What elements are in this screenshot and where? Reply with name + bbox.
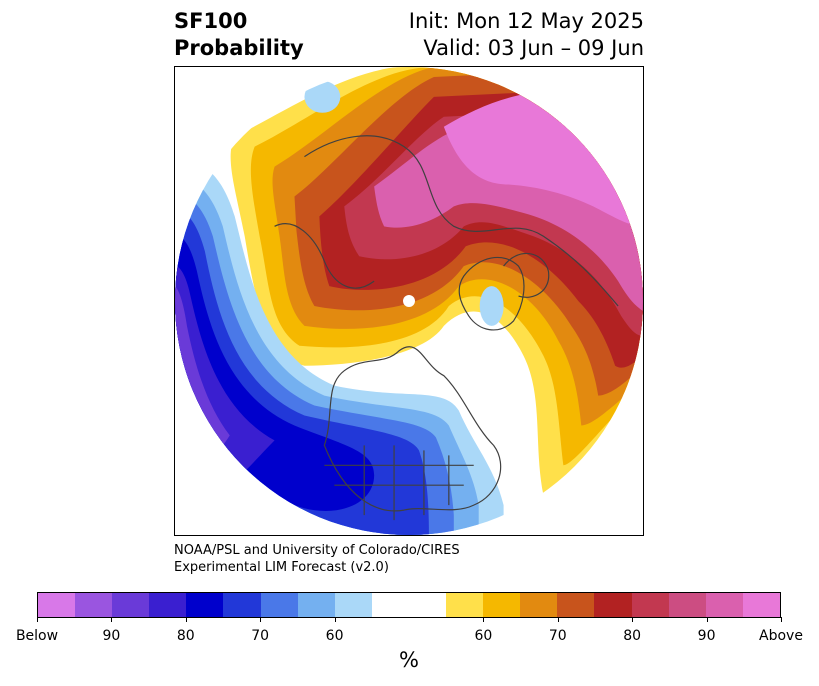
colorbar-tick-label: 90 [102, 628, 121, 644]
coast-europe [503, 252, 550, 298]
colorbar-segment [186, 593, 224, 617]
colorbar-tick-mark [111, 617, 113, 622]
colorbar-tick-mark [334, 617, 336, 622]
coastlines [274, 135, 619, 521]
colorbar-tick-mark [781, 617, 782, 622]
colorbar-tick-label: 80 [623, 628, 642, 644]
title-line-2: Probability [174, 36, 304, 60]
colorbar-segment [334, 593, 372, 617]
colorbar-segment [742, 593, 780, 617]
us-state-lines [324, 445, 474, 521]
colorbar-tick-label: 80 [176, 628, 195, 644]
colorbar-segment [112, 593, 150, 617]
probability-map [175, 67, 643, 535]
title-line-1: SF100 [174, 9, 248, 33]
colorbar-segment [149, 593, 187, 617]
colorbar-unit: % [399, 648, 419, 672]
colorbar [37, 592, 781, 618]
colorbar-tick-mark [706, 617, 708, 622]
colorbar-tick-label: 60 [474, 628, 493, 644]
credit-line-2: Experimental LIM Forecast (v2.0) [174, 560, 389, 575]
colorbar-tick-mark [260, 617, 262, 622]
colorbar-tick-label: Above [759, 628, 803, 644]
colorbar-segment [483, 593, 521, 617]
colorbar-segment [297, 593, 335, 617]
init-date: Init: Mon 12 May 2025 [408, 9, 644, 33]
colorbar-segment [705, 593, 743, 617]
colorbar-segment [408, 593, 447, 617]
coast-asia-north [274, 223, 375, 289]
credit: NOAA/PSL and University of Colorado/CIRE… [174, 542, 460, 576]
colorbar-segment [557, 593, 595, 617]
valid-date: Valid: 03 Jun – 09 Jun [423, 36, 644, 60]
polar-map [174, 66, 644, 536]
colorbar-segment [520, 593, 558, 617]
colorbar-tick-label: 90 [697, 628, 716, 644]
colorbar-segment [594, 593, 632, 617]
credit-line-1: NOAA/PSL and University of Colorado/CIRE… [174, 543, 460, 558]
colorbar-tick-mark [557, 617, 559, 622]
colorbar-tick-label: 60 [325, 628, 344, 644]
coast-greenland [458, 257, 525, 331]
colorbar-segment [668, 593, 706, 617]
colorbar-tick-label: 70 [548, 628, 567, 644]
colorbar-tick-mark [185, 617, 187, 622]
colorbar-tick-label: Below [15, 628, 59, 644]
colorbar-tick-mark [37, 617, 38, 622]
below-patch-north [304, 80, 341, 113]
colorbar-tick-label: 70 [251, 628, 270, 644]
colorbar-segment [371, 593, 409, 617]
forecast-dates: Init: Mon 12 May 2025 Valid: 03 Jun – 09… [409, 8, 644, 62]
coast-north-america [323, 346, 502, 512]
colorbar-tick-mark [632, 617, 634, 622]
colorbar-tick-mark [483, 617, 485, 622]
pole-marker [403, 295, 415, 307]
colorbar-segment [38, 593, 76, 617]
coast-eurasia [304, 135, 619, 307]
colorbar-segment [260, 593, 298, 617]
colorbar-segment [223, 593, 261, 617]
chart-title: SF100 Probability [174, 8, 304, 62]
colorbar-segment [446, 593, 484, 617]
below-patch-east [479, 286, 504, 326]
colorbar-segment [75, 593, 113, 617]
colorbar-segment [631, 593, 669, 617]
